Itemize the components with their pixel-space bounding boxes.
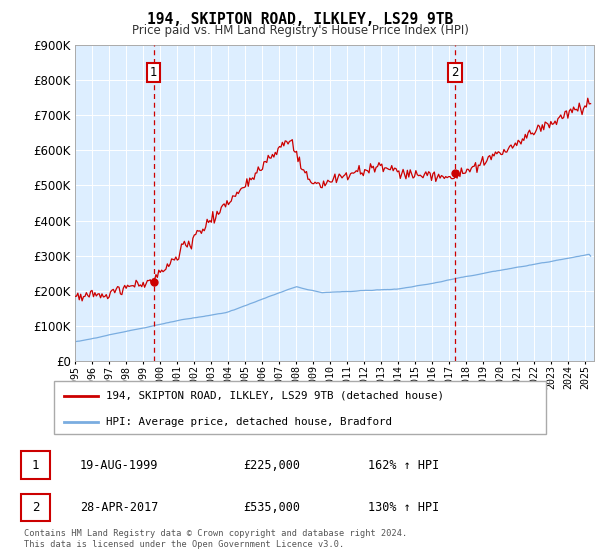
Text: £225,000: £225,000: [244, 459, 301, 472]
Text: 28-APR-2017: 28-APR-2017: [80, 501, 158, 514]
Text: 162% ↑ HPI: 162% ↑ HPI: [368, 459, 439, 472]
Bar: [21, 493, 50, 521]
Text: 1: 1: [150, 67, 157, 80]
Text: 194, SKIPTON ROAD, ILKLEY, LS29 9TB (detached house): 194, SKIPTON ROAD, ILKLEY, LS29 9TB (det…: [106, 391, 443, 401]
Text: 2: 2: [32, 501, 39, 514]
Text: 2: 2: [451, 67, 458, 80]
Text: 1: 1: [32, 459, 39, 472]
Text: 194, SKIPTON ROAD, ILKLEY, LS29 9TB: 194, SKIPTON ROAD, ILKLEY, LS29 9TB: [147, 12, 453, 27]
Text: 130% ↑ HPI: 130% ↑ HPI: [368, 501, 439, 514]
Text: £535,000: £535,000: [244, 501, 301, 514]
Bar: [21, 451, 50, 479]
Text: Price paid vs. HM Land Registry's House Price Index (HPI): Price paid vs. HM Land Registry's House …: [131, 24, 469, 37]
Text: 19-AUG-1999: 19-AUG-1999: [80, 459, 158, 472]
Text: Contains HM Land Registry data © Crown copyright and database right 2024.
This d: Contains HM Land Registry data © Crown c…: [24, 529, 407, 549]
Text: HPI: Average price, detached house, Bradford: HPI: Average price, detached house, Brad…: [106, 417, 392, 427]
